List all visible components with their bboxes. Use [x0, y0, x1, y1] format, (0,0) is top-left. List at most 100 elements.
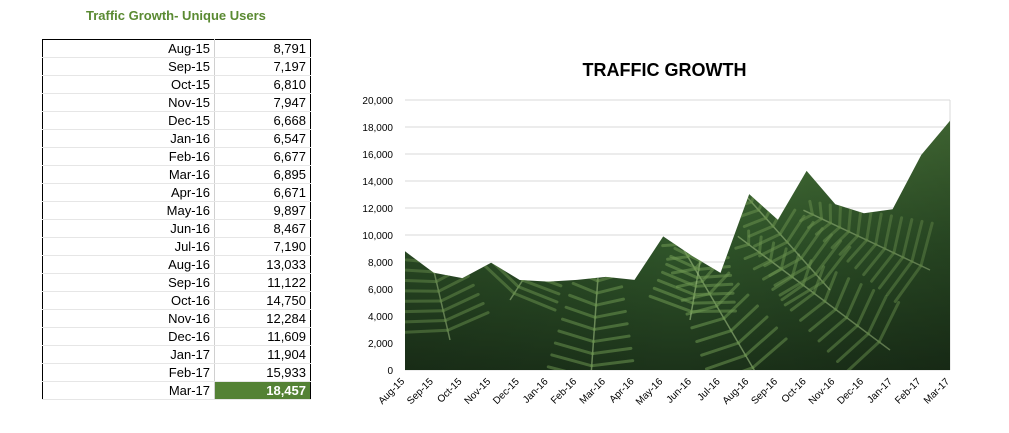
x-tick-label: Dec-16 — [835, 376, 866, 407]
y-tick-label: 16,000 — [362, 150, 393, 161]
users-cell: 7,947 — [214, 93, 311, 112]
month-cell: Oct-16 — [42, 291, 215, 310]
users-cell: 15,933 — [214, 363, 311, 382]
fern-leaf — [545, 210, 559, 229]
table-row: Aug-16 13,033 — [42, 255, 311, 274]
month-cell: Nov-16 — [42, 309, 215, 328]
fern-leaf — [694, 206, 709, 221]
month-cell: Sep-16 — [42, 273, 215, 292]
table-row: Nov-15 7,947 — [42, 93, 311, 112]
y-tick-label: 12,000 — [362, 204, 393, 215]
fern-leaf — [539, 215, 554, 236]
month-cell: Jun-16 — [42, 219, 215, 238]
month-cell: Feb-16 — [42, 147, 215, 166]
users-cell: 11,904 — [214, 345, 311, 364]
area-series — [405, 120, 950, 370]
y-tick-label: 8,000 — [368, 258, 393, 269]
fern-leaf — [698, 256, 730, 263]
fern-leaf — [500, 246, 529, 276]
month-cell: Aug-16 — [42, 255, 215, 274]
fern-leaf — [585, 234, 602, 247]
x-tick-label: Jun-16 — [665, 376, 695, 406]
x-tick-label: Feb-17 — [893, 376, 923, 406]
month-cell: May-16 — [42, 201, 215, 220]
table-row: Jul-16 7,190 — [42, 237, 311, 256]
table-row: Sep-15 7,197 — [42, 57, 311, 76]
y-tick-label: 14,000 — [362, 177, 393, 188]
x-tick-label: Aug-16 — [721, 376, 752, 407]
users-cell: 14,750 — [214, 291, 311, 310]
y-axis-ticks: 0 2,000 4,000 6,000 8,000 10,000 12,000 14,000 1… — [362, 96, 393, 377]
fern-leaf — [651, 216, 668, 222]
fern-leaf — [423, 219, 441, 235]
fern-leaf — [406, 216, 425, 225]
table-row: Dec-16 11,609 — [42, 327, 311, 346]
table-row: Mar-17 18,457 — [42, 381, 311, 400]
table-row: Mar-16 6,895 — [42, 165, 311, 184]
month-cell: Oct-15 — [42, 75, 215, 94]
fern-leaf — [425, 229, 446, 245]
fern-leaf — [538, 252, 569, 264]
table-row: Oct-15 6,810 — [42, 75, 311, 94]
x-tick-label: Jul-16 — [696, 376, 723, 403]
fern-leaf — [704, 220, 725, 229]
table-row: Jan-16 6,547 — [42, 129, 311, 148]
fern-leaf — [698, 198, 711, 212]
users-cell: 6,547 — [214, 129, 311, 148]
fern-leaf — [405, 237, 429, 245]
fern-leaf — [701, 238, 728, 246]
x-tick-label: Jan-17 — [865, 376, 895, 406]
y-tick-label: 20,000 — [362, 96, 393, 107]
fern-leaf — [421, 210, 436, 225]
x-tick-label: Nov-16 — [807, 376, 838, 407]
fern-leaf — [685, 222, 707, 238]
month-cell: Mar-16 — [42, 165, 215, 184]
month-cell: Apr-16 — [42, 183, 215, 202]
table-row: Nov-16 12,284 — [42, 309, 311, 328]
fern-leaf — [664, 205, 673, 222]
fern-leaf — [700, 247, 729, 254]
fern-leaf — [599, 223, 614, 235]
users-cell: 7,197 — [214, 57, 311, 76]
fern-leaf — [681, 230, 705, 246]
users-cell: 11,609 — [214, 327, 311, 346]
fern-leaf — [513, 236, 537, 262]
users-cell: 7,190 — [214, 237, 311, 256]
fern-leaf — [722, 184, 739, 189]
fern-leaf — [679, 227, 693, 246]
users-cell: 6,895 — [214, 165, 311, 184]
month-cell: Jul-16 — [42, 237, 215, 256]
fern-leaf — [555, 225, 577, 231]
users-cell: 18,457 — [214, 381, 311, 400]
fern-leaf — [526, 225, 546, 249]
fern-leaf — [582, 246, 601, 259]
table-row: Dec-15 6,668 — [42, 111, 311, 130]
chart-title: TRAFFIC GROWTH — [582, 60, 747, 80]
month-cell: Mar-17 — [42, 381, 215, 400]
table-row: Jan-17 11,904 — [42, 345, 311, 364]
fern-leaf — [707, 202, 723, 212]
fern-leaf — [405, 247, 432, 254]
fern-leaf — [578, 258, 601, 271]
fern-leaf — [519, 230, 542, 256]
table-row: May-16 9,897 — [42, 201, 311, 220]
x-tick-label: Feb-16 — [549, 376, 579, 406]
fern-leaf — [428, 238, 451, 254]
users-cell: 6,671 — [214, 183, 311, 202]
users-cell: 13,033 — [214, 255, 311, 274]
fern-leaf — [432, 256, 461, 274]
month-cell: Feb-17 — [42, 363, 215, 382]
fern-leaf — [542, 245, 571, 255]
table-row: Apr-16 6,671 — [42, 183, 311, 202]
x-tick-label: Dec-15 — [491, 376, 522, 407]
fern-leaf — [532, 220, 550, 242]
fern-leaf — [550, 232, 575, 239]
fern-leaf — [705, 211, 724, 221]
fern-leaf — [552, 205, 563, 223]
users-cell: 6,810 — [214, 75, 311, 94]
month-cell: Aug-15 — [42, 39, 215, 58]
users-cell: 8,467 — [214, 219, 311, 238]
users-cell: 11,122 — [214, 273, 311, 292]
y-tick-label: 2,000 — [368, 339, 393, 350]
fern-leaf — [559, 219, 579, 223]
